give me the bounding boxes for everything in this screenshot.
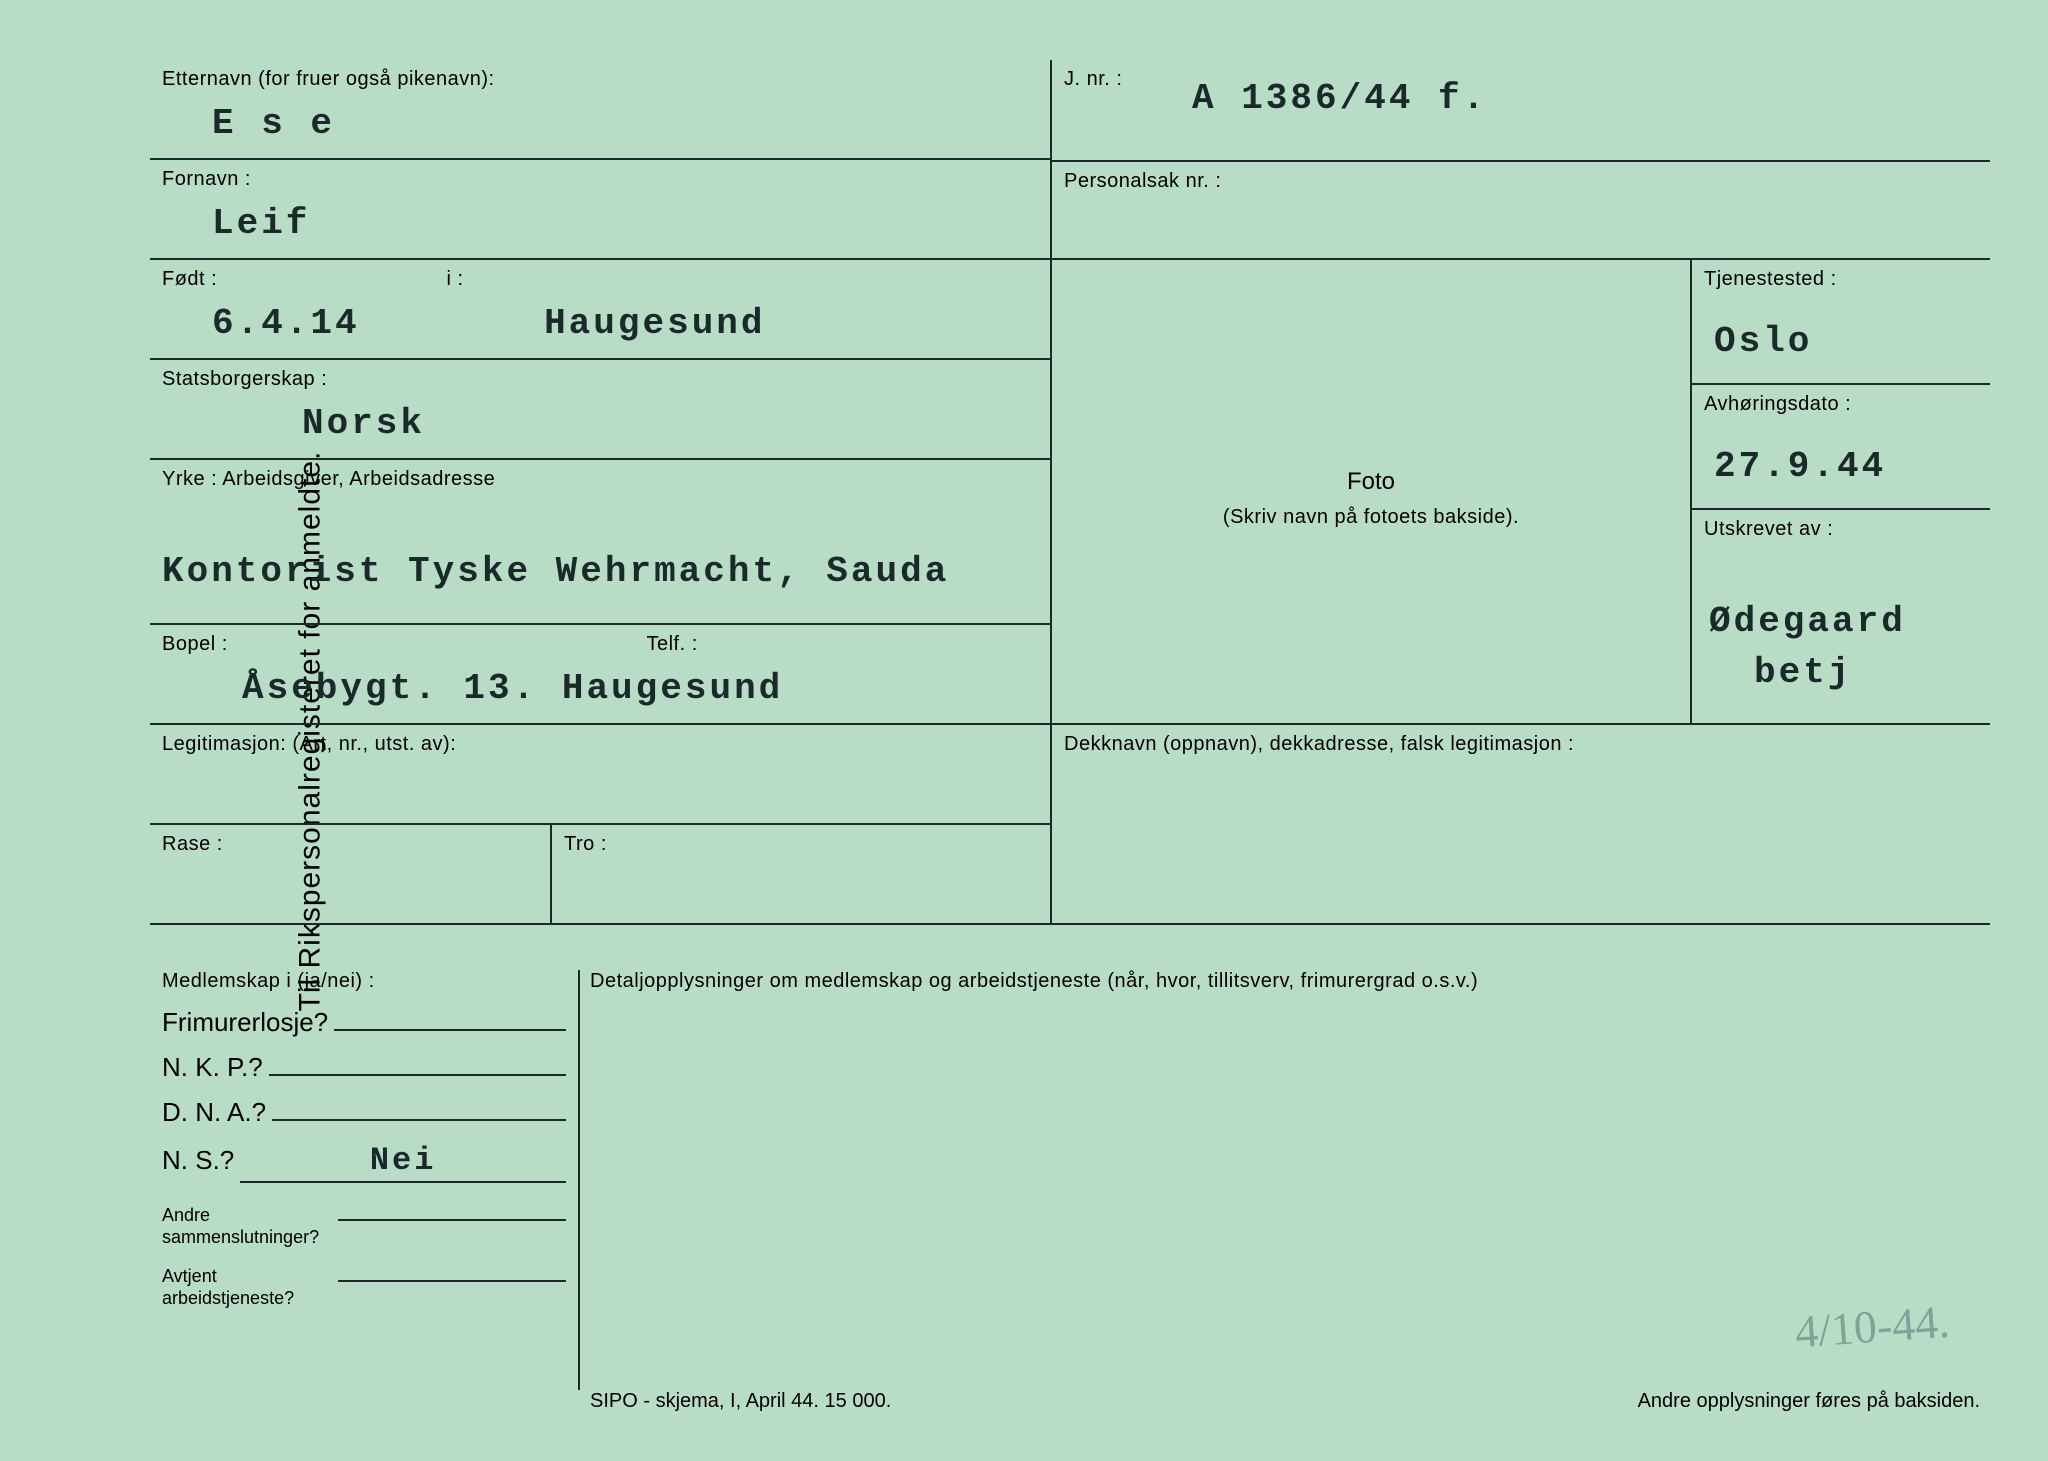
label-telf: Telf. : xyxy=(646,633,697,656)
row-dna: D. N. A.? xyxy=(162,1097,566,1128)
handwritten-date: 4/10-44. xyxy=(1794,1295,1952,1359)
label-rase: Rase : xyxy=(162,833,538,856)
label-foto-note: (Skriv navn på fotoets bakside). xyxy=(1064,506,1678,529)
label-legitimasjon: Legitimasjon: (Art, nr., utst. av): xyxy=(162,733,1038,756)
label-dekknavn: Dekknavn (oppnavn), dekkadresse, falsk l… xyxy=(1064,733,1978,756)
field-personalsak: Personalsak nr. : xyxy=(1050,160,1990,260)
value-etternavn: E s e xyxy=(162,103,1038,144)
field-utskrevet: Utskrevet av : Ødegaard betj xyxy=(1690,510,1990,725)
label-avtjent: Avtjent arbeidstjeneste? xyxy=(162,1266,332,1309)
field-etternavn: Etternavn (for fruer også pikenavn): E s… xyxy=(150,60,1050,160)
field-statsborgerskap: Statsborgerskap : Norsk xyxy=(150,360,1050,460)
field-foto: Foto (Skriv navn på fotoets bakside). xyxy=(1050,260,1690,725)
label-personalsak: Personalsak nr. : xyxy=(1064,170,1978,193)
value-fornavn: Leif xyxy=(162,203,1038,244)
field-jnr: J. nr. : A 1386/44 f. xyxy=(1050,60,1990,160)
label-dna: D. N. A.? xyxy=(162,1097,266,1128)
value-yrke: Kontorist Tyske Wehrmacht, Sauda xyxy=(162,551,1038,592)
label-fodt: Født : xyxy=(162,268,442,291)
value-ns: Nei xyxy=(240,1142,566,1183)
value-dna xyxy=(272,1119,566,1121)
value-nkp xyxy=(269,1074,566,1076)
value-fodt: 6.4.14 xyxy=(162,303,360,344)
label-frimurer: Frimurerlosje? xyxy=(162,1007,328,1038)
row-nkp: N. K. P.? xyxy=(162,1052,566,1083)
label-statsborgerskap: Statsborgerskap : xyxy=(162,368,1038,391)
label-avhoringsdato: Avhøringsdato : xyxy=(1704,393,1978,416)
field-bopel: Bopel : Telf. : Åsebygt. 13. Haugesund xyxy=(150,625,1050,725)
value-avhoringsdato: 27.9.44 xyxy=(1704,446,1978,487)
label-medlemskap: Medlemskap i (ja/nei) : xyxy=(162,970,566,993)
field-avhoringsdato: Avhøringsdato : 27.9.44 xyxy=(1690,385,1990,510)
label-etternavn: Etternavn (for fruer også pikenavn): xyxy=(162,68,1038,91)
value-frimurer xyxy=(334,1029,566,1031)
footer-andre-opp: Andre opplysninger føres på baksiden. xyxy=(1638,1390,1980,1413)
field-dekknavn: Dekknavn (oppnavn), dekkadresse, falsk l… xyxy=(1050,725,1990,925)
field-legitimasjon: Legitimasjon: (Art, nr., utst. av): xyxy=(150,725,1050,825)
value-statsborgerskap: Norsk xyxy=(162,403,1038,444)
label-andre-samm: Andre sammenslutninger? xyxy=(162,1205,332,1248)
label-yrke: Yrke : Arbeidsgiver, Arbeidsadresse xyxy=(162,468,1038,491)
label-utskrevet: Utskrevet av : xyxy=(1704,518,1978,541)
field-tjenestested: Tjenestested : Oslo xyxy=(1690,260,1990,385)
row-avtjent: Avtjent arbeidstjeneste? xyxy=(162,1266,566,1309)
label-detalj: Detaljopplysninger om medlemskap og arbe… xyxy=(590,970,1990,993)
label-nkp: N. K. P.? xyxy=(162,1052,263,1083)
label-ns: N. S.? xyxy=(162,1145,234,1176)
footer-sipo: SIPO - skjema, I, April 44. 15 000. xyxy=(590,1390,891,1413)
field-yrke: Yrke : Arbeidsgiver, Arbeidsadresse Kont… xyxy=(150,460,1050,625)
value-utskrevet1: Ødegaard xyxy=(1704,601,1978,642)
registry-card: Etternavn (for fruer også pikenavn): E s… xyxy=(90,40,1990,1420)
value-tjenestested: Oslo xyxy=(1704,321,1978,362)
value-jnr: A 1386/44 f. xyxy=(1192,78,1487,119)
label-fornavn: Fornavn : xyxy=(162,168,1038,191)
section-medlemskap: Medlemskap i (ja/nei) : Frimurerlosje? N… xyxy=(150,970,580,1390)
row-ns: N. S.? Nei xyxy=(162,1142,566,1183)
value-bopel: Åsebygt. 13. Haugesund xyxy=(162,668,1038,709)
row-andre-samm: Andre sammenslutninger? xyxy=(162,1205,566,1248)
value-andre-samm xyxy=(338,1219,566,1221)
label-bopel: Bopel : xyxy=(162,633,642,656)
section-detalj: Detaljopplysninger om medlemskap og arbe… xyxy=(590,970,1990,993)
label-tro: Tro : xyxy=(564,833,1038,856)
label-i: i : xyxy=(446,268,463,291)
field-tro: Tro : xyxy=(550,825,1050,925)
field-fodt: Født : i : 6.4.14 Haugesund xyxy=(150,260,1050,360)
row-frimurer: Frimurerlosje? xyxy=(162,1007,566,1038)
field-rase: Rase : xyxy=(150,825,550,925)
value-utskrevet2: betj xyxy=(1704,652,1978,693)
value-avtjent xyxy=(338,1280,566,1282)
value-fodested: Haugesund xyxy=(364,303,765,344)
label-foto: Foto xyxy=(1064,468,1678,496)
label-tjenestested: Tjenestested : xyxy=(1704,268,1978,291)
field-fornavn: Fornavn : Leif xyxy=(150,160,1050,260)
